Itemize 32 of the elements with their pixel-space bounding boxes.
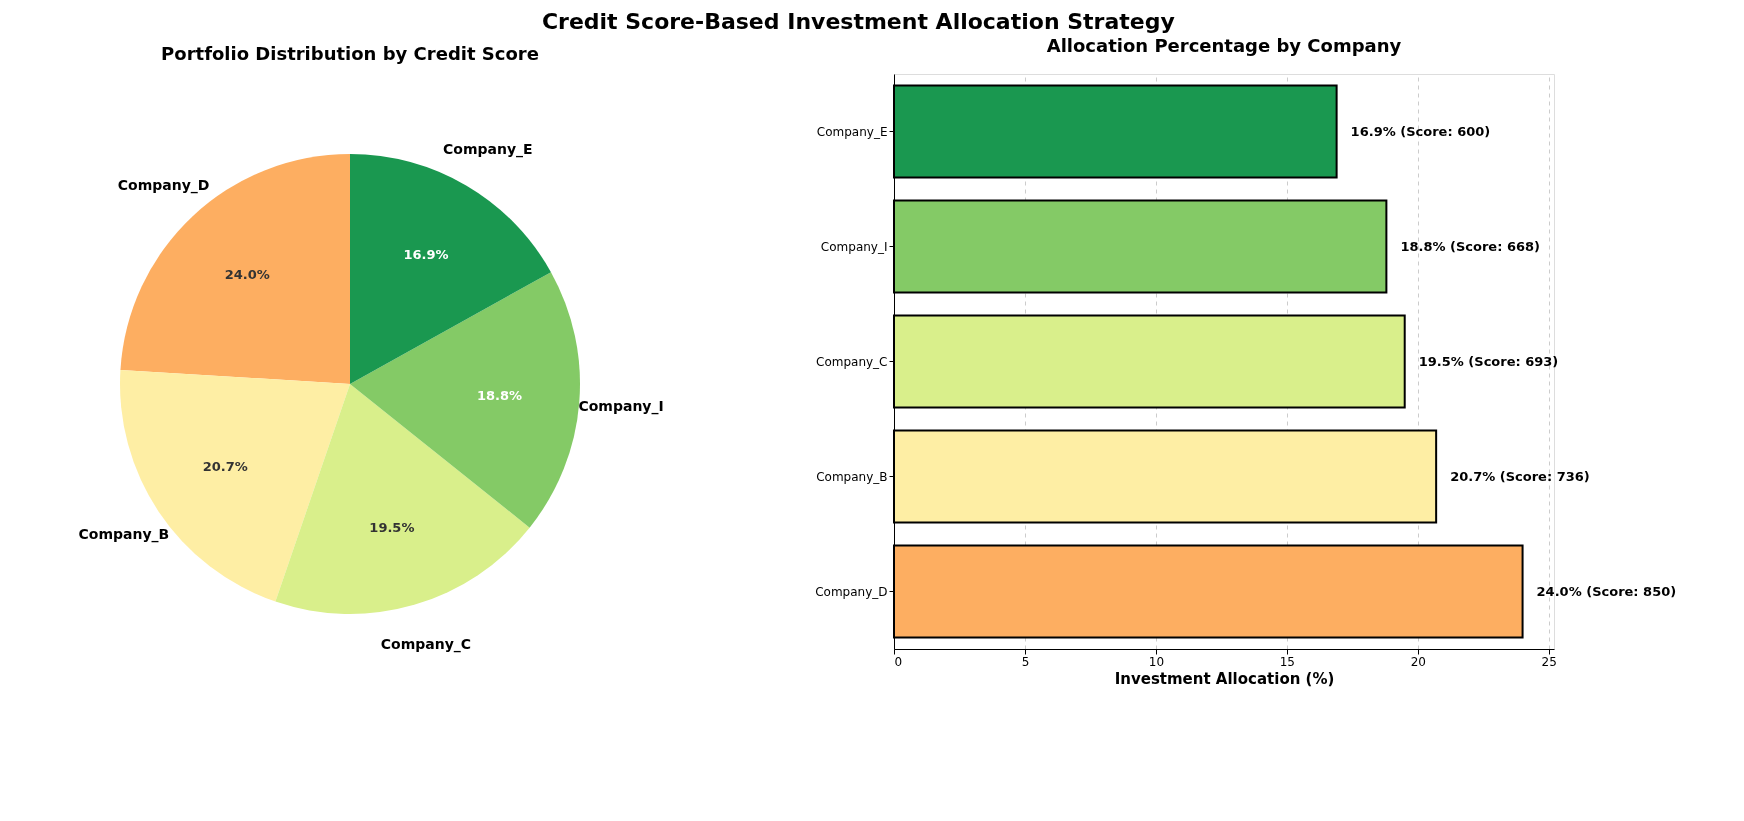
y-tick-label: Company_B — [816, 469, 888, 484]
x-tick-label: 10 — [1148, 654, 1165, 669]
chart-subtitle: Portfolio Distribution by Credit Score — [161, 43, 539, 64]
data-label: 19.5% (Score: 693) — [1418, 353, 1559, 369]
pie-slice — [120, 154, 350, 384]
slice-label: Company_B — [78, 526, 170, 544]
x-tick-label: 25 — [1541, 654, 1557, 669]
text: Credit Score-Based Investment Allocation Strategy — [541, 8, 1175, 34]
slice-label: Company_I — [578, 397, 664, 415]
slice-label: Company_E — [443, 140, 533, 158]
x-tick-label: 15 — [1279, 654, 1295, 669]
x-tick-label: 5 — [1021, 654, 1030, 669]
data-label: 18.8% — [476, 388, 523, 404]
y-tick-label: Company_D — [815, 584, 888, 599]
slice-label: Company_D — [117, 176, 210, 194]
chart-title: Allocation Percentage by Company — [1046, 35, 1402, 56]
data-label: 20.7% — [202, 459, 248, 475]
x-axis-title: Investment Allocation (%) — [1114, 669, 1335, 688]
x-tick-label: 20 — [1410, 654, 1426, 669]
y-tick-label: Company_I — [820, 239, 888, 254]
data-label: 20.7% (Score: 736) — [1450, 468, 1590, 484]
x-tick-label: 0 — [894, 654, 903, 669]
data-label: 16.9% (Score: 600) — [1350, 123, 1491, 139]
data-label: 24.0% — [224, 266, 270, 282]
data-label: 18.8% (Score: 668) — [1400, 238, 1540, 254]
slice-label: Company_C — [380, 636, 472, 654]
y-tick-label: Company_C — [816, 354, 888, 369]
y-tick-label: Company_E — [816, 124, 888, 139]
data-label: 19.5% — [369, 520, 415, 536]
data-label: 24.0% (Score: 850) — [1536, 583, 1677, 599]
pie-slice — [275, 384, 530, 614]
data-label: 16.9% — [403, 246, 449, 262]
